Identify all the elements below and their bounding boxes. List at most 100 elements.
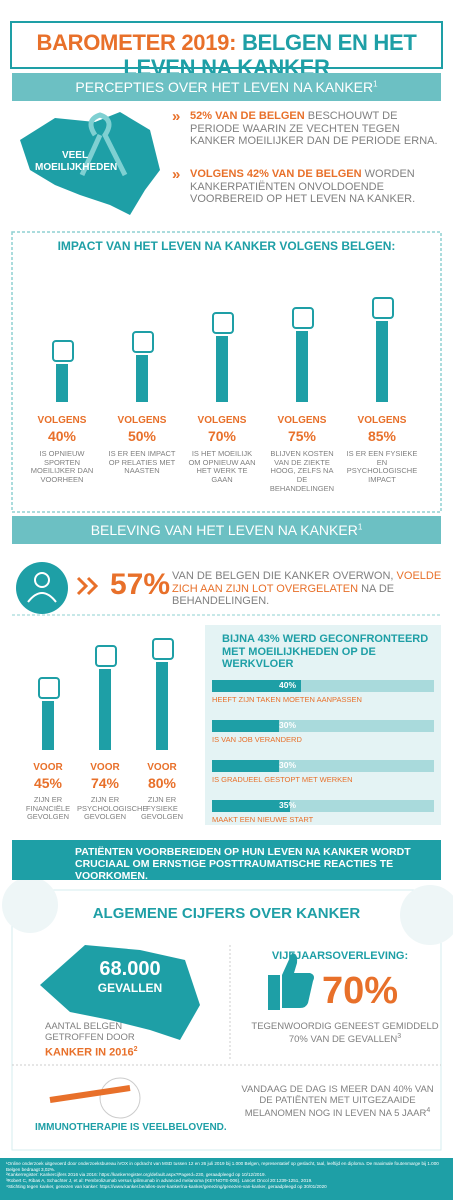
text: BESCHOUWT DE PERIODE WAARIN ZE VECHTEN T… xyxy=(190,110,438,148)
sup: 1 xyxy=(373,79,378,89)
impact-frame xyxy=(11,231,442,513)
item-text: ZIJN ER FYSIEKE GEVOLGEN xyxy=(140,795,184,822)
title-part: BAROMETER 2019: xyxy=(36,30,237,55)
general-title: ALGEMENE CIJFERS OVER KANKER xyxy=(92,905,361,922)
value-label: 74% xyxy=(90,775,120,791)
section-banner: PERCEPTIES OVER HET LEVEN NA KANKER1 xyxy=(12,73,441,101)
prefix: VOLGENS xyxy=(277,415,327,426)
icon-detail xyxy=(34,572,50,588)
item-text: IS HET MOEILIJK OM OPNIEUW AAN HET WERK … xyxy=(188,449,256,484)
bar xyxy=(156,662,168,750)
impact-title: IMPACT VAN HET LEVEN NA KANKER VOLGENS B… xyxy=(57,239,396,253)
value-label: 75% xyxy=(287,428,317,444)
bar xyxy=(212,760,279,772)
bar xyxy=(212,800,290,812)
footnote: ³Robert C, Ribas A, Schachter J, et al: … xyxy=(6,1178,313,1184)
bar xyxy=(42,700,54,750)
highlight: VOLGENS 42% VAN DE BELGEN xyxy=(190,168,362,180)
icon xyxy=(132,330,154,353)
value-label: 40% xyxy=(278,680,296,690)
bar xyxy=(99,668,111,750)
cases: 68.000 xyxy=(99,958,161,980)
bar xyxy=(216,335,228,402)
sup: 2 xyxy=(133,1046,138,1053)
bar xyxy=(56,364,68,402)
icon xyxy=(95,644,117,667)
thumbs-up xyxy=(268,953,314,1010)
value-label: 40% xyxy=(47,428,77,444)
item-text: IS ER EEN FYSIEKE EN PSYCHOLOGISCHE IMPA… xyxy=(346,449,418,484)
prefix: VOLGENS xyxy=(357,415,407,426)
prefix: VOLGENS xyxy=(117,415,167,426)
highlight: VOELDE ZICH AAN ZIJN LOT OVERGELATEN xyxy=(172,570,442,595)
sup: 3 xyxy=(397,1032,402,1040)
icon xyxy=(152,638,174,660)
cases-text: AANTAL BELGEN GETROFFEN DOOR xyxy=(45,1021,135,1043)
sup: 4 xyxy=(426,1106,431,1114)
survival-text: TEGENWOORDIG GENEEST GEMIDDELD 70% VAN D… xyxy=(250,1021,440,1046)
cases-highlight: KANKER IN 20162 xyxy=(45,1046,138,1059)
item-text: ZIJN ER FINANCIËLE GEVOLGEN xyxy=(25,795,71,822)
syringe xyxy=(49,1085,131,1103)
value-label: 30% xyxy=(278,720,296,730)
general-frame xyxy=(11,889,442,1151)
footnote: ²Kankerregister: Kankercijfers 2016 via … xyxy=(6,1172,266,1178)
survival: 70% xyxy=(322,970,399,1012)
text: VAN DE BELGEN DIE KANKER OVERWON, xyxy=(172,570,394,582)
bar xyxy=(212,720,279,732)
cases-unit: GEVALLEN xyxy=(97,981,163,995)
icon xyxy=(52,340,74,362)
work-title: BIJNA 43% WERD GECONFRONTEERD MET MOEILI… xyxy=(222,633,429,671)
callout-text: PATIËNTEN VOORBEREIDEN OP HUN LEVEN NA K… xyxy=(75,846,411,883)
ribbon xyxy=(79,112,128,177)
prefix: VOOR xyxy=(90,762,120,773)
immuno: IMMUNOTHERAPIE IS VEELBELOVEND. xyxy=(35,1122,227,1133)
melanoma: VANDAAG DE DAG IS MEER DAN 40% VAN DE PA… xyxy=(240,1084,435,1120)
highlight: 52% VAN DE BELGEN xyxy=(190,110,305,122)
bar-text: HEEFT ZIJN TAKEN MOETEN AANPASSEN xyxy=(212,695,362,704)
text: WORDEN KANKERPATIËNTEN ONVOLDOENDE VOORB… xyxy=(190,168,416,206)
point: VOLGENS 42% VAN DE BELGEN WORDEN KANKERP… xyxy=(190,168,440,206)
value-label: 70% xyxy=(207,428,237,444)
sup: 1 xyxy=(357,522,363,532)
text: KANKER IN 2016 xyxy=(45,1046,134,1059)
arrow: » xyxy=(172,166,181,183)
footnote: ¹Online onderzoek uitgevoerd door onderz… xyxy=(6,1161,439,1172)
value-label: 35% xyxy=(278,800,296,810)
item-text: ZIJN ER PSYCHOLOGISCHE GEVOLGEN xyxy=(77,795,148,822)
prefix: VOOR xyxy=(33,762,63,773)
callout-bg xyxy=(12,840,441,880)
stat-text: VAN DE BELGEN DIE KANKER OVERWON, VOELDE… xyxy=(172,570,442,608)
icon xyxy=(38,676,60,699)
bar xyxy=(376,321,388,402)
bar xyxy=(136,354,148,402)
bar xyxy=(296,330,308,402)
item-text: IS ER EEN IMPACT OP RELATIES MET NAASTEN xyxy=(108,449,176,476)
stat: 57% xyxy=(110,568,171,601)
syringe-ring xyxy=(99,1077,141,1119)
arrows xyxy=(76,576,99,596)
icon xyxy=(292,306,314,329)
value-label: 50% xyxy=(127,428,157,444)
bar-text: IS VAN JOB VERANDERD xyxy=(212,735,302,744)
arrow: » xyxy=(172,108,181,125)
point: 52% VAN DE BELGEN BESCHOUWT DE PERIODE W… xyxy=(190,110,440,148)
banner-title: PERCEPTIES OVER HET LEVEN NA KANKER xyxy=(75,79,374,95)
icon xyxy=(212,311,234,334)
survival-title: VIJFJAARSOVERLEVING: xyxy=(271,950,409,962)
bar-text: IS GRADUEEL GESTOPT MET WERKEN xyxy=(212,775,353,784)
footer: ¹Online onderzoek uitgevoerd door onderz… xyxy=(6,1161,447,1190)
bar-text: MAAKT EEN NIEUWE START xyxy=(212,815,314,824)
value-label: 80% xyxy=(147,775,177,791)
prefix: VOLGENS xyxy=(197,415,247,426)
map-label: VEEL MOEILIJKHEDEN xyxy=(35,150,118,173)
icon-detail xyxy=(27,592,57,603)
footnote: ⁴Stichting tegen kanker, genezen van kan… xyxy=(6,1183,327,1189)
bubble xyxy=(2,877,58,933)
header-frame xyxy=(10,21,443,69)
belgium-map xyxy=(40,945,200,1040)
value-label: 85% xyxy=(367,428,397,444)
item-text: IS OPNIEUW SPORTEN MOEILIJKER DAN VOORHE… xyxy=(30,449,94,484)
